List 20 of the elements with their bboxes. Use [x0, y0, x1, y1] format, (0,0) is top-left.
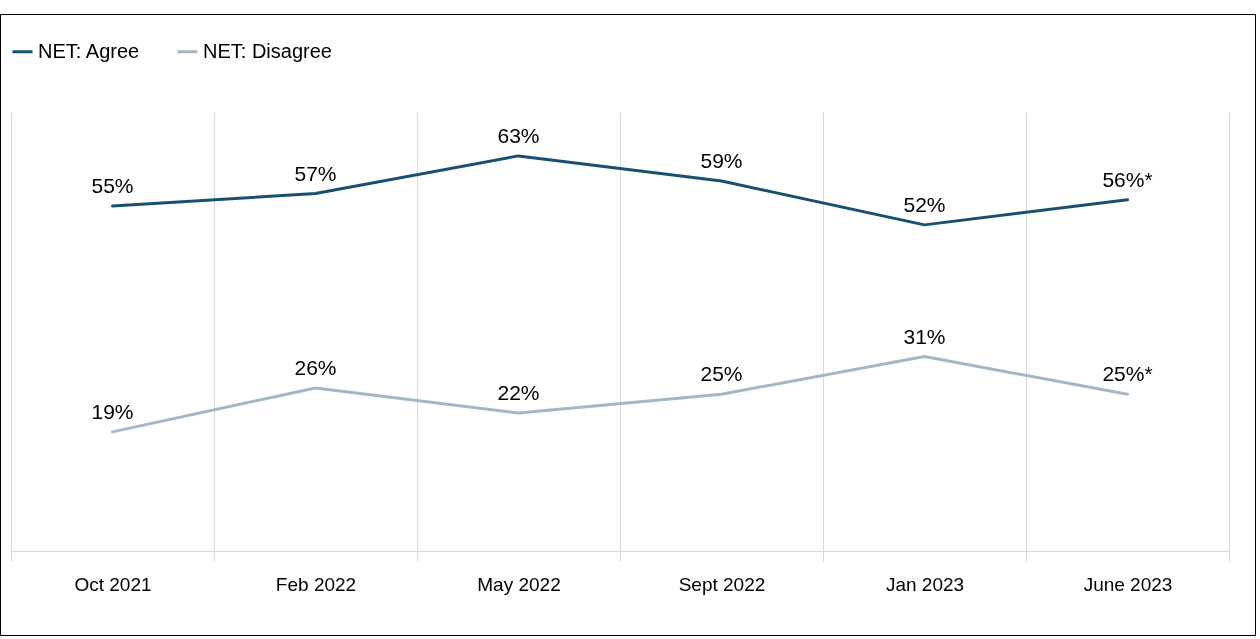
x-tick-label: Feb 2022 — [275, 573, 357, 595]
x-tick-label: May 2022 — [477, 573, 561, 595]
x-tick-label: Oct 2021 — [74, 573, 152, 595]
x-tick-label: Sept 2022 — [678, 573, 766, 595]
data-label: 22% — [497, 381, 540, 405]
data-label: 56%* — [1102, 167, 1153, 191]
data-label: 55% — [91, 174, 134, 198]
data-label: 59% — [700, 148, 743, 172]
legend-label: NET: Agree — [38, 39, 140, 62]
data-label: 31% — [903, 324, 946, 348]
x-tick-label: June 2023 — [1083, 573, 1173, 595]
data-label: 63% — [497, 123, 540, 147]
legend-label: NET: Disagree — [203, 39, 332, 62]
x-tick-label: Jan 2023 — [885, 573, 965, 595]
data-label: 26% — [294, 355, 337, 379]
data-label: 25%* — [1102, 362, 1153, 386]
data-label: 19% — [91, 399, 134, 423]
data-label: 25% — [700, 362, 743, 386]
data-label: 52% — [903, 192, 946, 216]
data-label: 57% — [294, 161, 337, 185]
